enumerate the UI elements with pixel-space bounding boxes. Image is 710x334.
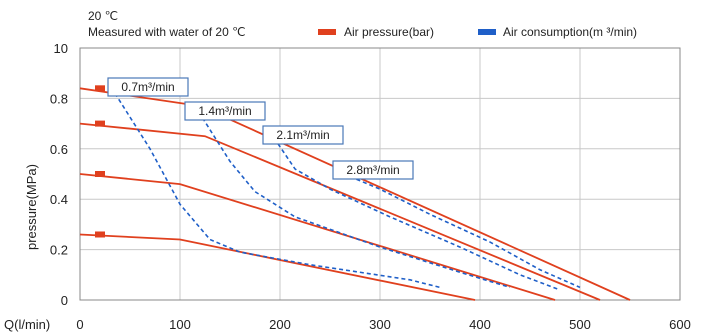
y-axis-label: pressure(MPa): [24, 164, 39, 250]
header-line-1: 20 ℃: [88, 9, 118, 23]
consumption-callout-label: 1.4m³/min: [198, 104, 251, 118]
x-tick-label: 100: [169, 317, 191, 332]
x-tick-label: 0: [76, 317, 83, 332]
air-consumption-line-7: [349, 175, 581, 289]
series-layer: [79, 87, 631, 301]
x-axis-ticks: 0 100 200 300 400 500 600: [76, 317, 690, 332]
x-tick-label: 200: [269, 317, 291, 332]
y-tick-label: 0.2: [50, 243, 68, 258]
air-pressure-marker-0: [95, 231, 105, 238]
consumption-callout-box: [332, 160, 414, 180]
x-tick-label: 600: [669, 317, 691, 332]
consumption-callout-label: 2.8m³/min: [346, 163, 399, 177]
air-pressure-marker-3: [95, 85, 105, 92]
consumption-callout-box: [184, 101, 266, 121]
air-consumption-line-4: [114, 92, 441, 289]
consumption-callout-box: [107, 77, 189, 97]
y-axis-ticks: 0 0.2 0.4 0.6 0.8 10: [50, 41, 68, 308]
legend-swatch-air-pressure: [318, 29, 336, 35]
legend-label-air-consumption: Air consumption(m ³/min): [503, 25, 637, 39]
air-consumption-line-6: [277, 143, 561, 291]
air-consumption-line-5: [194, 105, 511, 289]
consumption-callout-box: [262, 125, 344, 145]
air-pressure-line-3: [79, 87, 631, 301]
air-pressure-line-1: [79, 173, 556, 301]
x-tick-label: 300: [369, 317, 391, 332]
callout-layer: 0.7m³/min 1.4m³/min 2.1m³/min 2.8m³/min: [107, 77, 414, 180]
header-line-2: Measured with water of 20 ℃: [88, 25, 246, 39]
air-pressure-marker-2: [95, 120, 105, 127]
y-tick-label: 10: [54, 41, 68, 56]
x-tick-label: 400: [469, 317, 491, 332]
x-tick-label: 500: [569, 317, 591, 332]
y-tick-label: 0.8: [50, 91, 68, 106]
air-pressure-line-0: [79, 233, 476, 301]
y-tick-label: 0.4: [50, 192, 68, 207]
legend-label-air-pressure: Air pressure(bar): [344, 25, 434, 39]
y-tick-label: 0: [61, 293, 68, 308]
consumption-callout-label: 0.7m³/min: [121, 80, 174, 94]
legend-swatch-air-consumption: [478, 29, 496, 35]
y-tick-label: 0.6: [50, 142, 68, 157]
consumption-callout-label: 2.1m³/min: [276, 128, 329, 142]
marker-layer: [95, 85, 105, 238]
air-pressure-line-2: [79, 122, 601, 301]
air-pressure-marker-1: [95, 171, 105, 177]
x-axis-label: Q(l/min): [4, 317, 50, 332]
